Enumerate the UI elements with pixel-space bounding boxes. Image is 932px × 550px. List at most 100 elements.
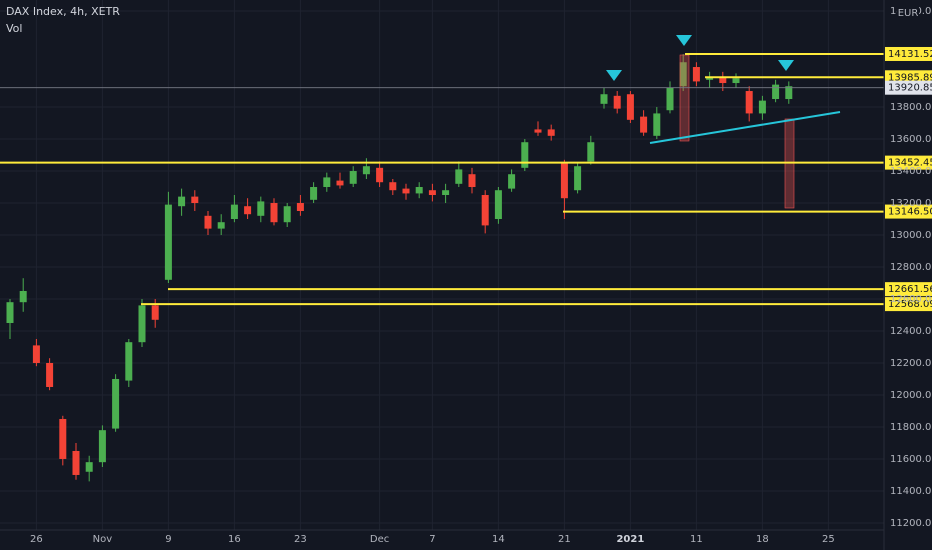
candle-body xyxy=(772,84,780,100)
trendline xyxy=(649,111,841,144)
candle-body xyxy=(547,129,555,136)
price-tag-label: 12568.090 xyxy=(888,299,932,310)
candle-body xyxy=(270,203,278,223)
candle-body xyxy=(46,362,54,387)
x-tick-label: 25 xyxy=(822,534,835,545)
y-tick-label: 11800.000 xyxy=(890,422,932,433)
price-tag-label: 14131.520 xyxy=(888,49,932,60)
candle-body xyxy=(692,67,700,82)
candles xyxy=(6,54,793,482)
y-tick-label: 13600.000 xyxy=(890,134,932,145)
candle-body xyxy=(178,196,186,207)
candle-body xyxy=(455,169,463,184)
candle-body xyxy=(85,462,93,472)
candle-body xyxy=(494,190,502,220)
x-tick-label: 2021 xyxy=(616,534,644,545)
candle-body xyxy=(626,94,634,120)
y-tick-label: 12200.000 xyxy=(890,358,932,369)
price-tag-label: 13452.453 xyxy=(888,158,932,169)
candle-body xyxy=(640,116,648,133)
candle-body xyxy=(428,190,436,196)
price-tag xyxy=(885,297,932,312)
y-tick-label: 12000.000 xyxy=(890,390,932,401)
candle-body xyxy=(468,174,476,188)
y-tick-label: 11600.000 xyxy=(890,454,932,465)
x-tick-label: 16 xyxy=(228,534,241,545)
y-tick-label: 13400.000 xyxy=(890,166,932,177)
candle-body xyxy=(758,100,766,114)
candle-body xyxy=(534,129,542,133)
chart-subtitle: Vol xyxy=(6,22,22,35)
candle-body xyxy=(376,167,384,183)
y-tick-label: 12600.000 xyxy=(890,294,932,305)
levels: 14131.520 13985.890 13452.453 13146.500 1266… xyxy=(0,46,932,312)
candle-body xyxy=(362,166,370,175)
candle-body xyxy=(138,305,146,343)
price-tag-label: 13985.890 xyxy=(888,72,932,83)
candle-body xyxy=(587,142,595,162)
candle-body xyxy=(349,171,357,184)
y-tick-label: 11200.000 xyxy=(890,518,932,529)
x-tick-label: 11 xyxy=(690,534,703,545)
x-tick-label: 23 xyxy=(294,534,307,545)
candle-body xyxy=(613,95,621,109)
unit-box xyxy=(897,5,919,19)
candle-body xyxy=(125,342,133,381)
y-tick-label: 13000.000 xyxy=(890,230,932,241)
candle-body xyxy=(164,204,172,280)
candle-body xyxy=(402,188,410,194)
y-tick-label: 12800.000 xyxy=(890,262,932,273)
candle-body xyxy=(217,222,225,229)
candle-body xyxy=(204,215,212,229)
x-tick-label: 7 xyxy=(429,534,435,545)
candle-body xyxy=(679,62,687,87)
x-tick-label: Nov xyxy=(93,534,113,545)
x-tick-label: 9 xyxy=(165,534,171,545)
y-tick-label: 11400.000 xyxy=(890,486,932,497)
x-tick-label: 14 xyxy=(492,534,505,545)
candle-body xyxy=(389,182,397,191)
measure-box xyxy=(679,54,690,142)
candle-body xyxy=(653,113,661,136)
axes: 11200.000 11400.000 11600.000 11800.000 1200… xyxy=(30,6,932,545)
marker-triangle xyxy=(676,35,692,46)
candle-body xyxy=(296,203,304,212)
chart-title: DAX Index, 4h, XETR xyxy=(6,5,120,18)
price-tag-label: 12661.565 xyxy=(888,284,932,295)
y-tick-label: 13800.000 xyxy=(890,102,932,113)
candle-body xyxy=(257,201,265,216)
candle-body xyxy=(323,177,331,188)
candle-body xyxy=(283,206,291,223)
last-price-tag xyxy=(885,80,932,95)
y-tick-label: 13200.000 xyxy=(890,198,932,209)
candle-body xyxy=(112,378,120,429)
candle-body xyxy=(310,187,318,200)
candle-body xyxy=(6,302,14,323)
x-tick-label: Dec xyxy=(370,534,389,545)
price-tag xyxy=(885,282,932,297)
candle-body xyxy=(59,418,67,459)
candle-body xyxy=(600,94,608,104)
candle-body xyxy=(666,87,674,111)
marker-triangle xyxy=(606,70,622,81)
unit-label: EUR xyxy=(898,8,919,19)
candle-body xyxy=(230,204,238,220)
x-tick-label: 18 xyxy=(756,534,769,545)
marker-triangle xyxy=(778,60,794,71)
candle-body xyxy=(560,163,568,199)
candle-body xyxy=(732,78,740,84)
candle-body xyxy=(508,174,516,189)
price-tag xyxy=(885,155,932,170)
candle-body xyxy=(745,91,753,114)
last-price-label: 13920.850 xyxy=(888,83,932,94)
candle-body xyxy=(151,305,159,320)
candle-body xyxy=(719,76,727,84)
price-tag xyxy=(885,46,932,61)
candle-body xyxy=(72,450,80,475)
candle-body xyxy=(191,196,199,204)
candle-body xyxy=(574,166,582,191)
y-tick-label: 12400.000 xyxy=(890,326,932,337)
candle-body xyxy=(442,190,450,196)
candle-body xyxy=(481,195,489,226)
x-tick-label: 26 xyxy=(30,534,43,545)
